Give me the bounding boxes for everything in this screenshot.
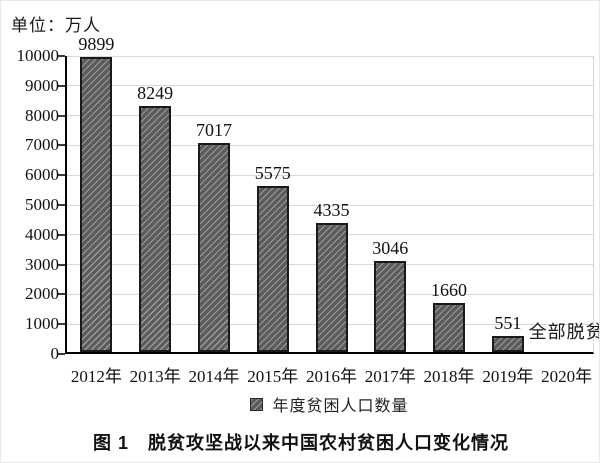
y-tick-mark [58, 204, 65, 206]
y-tick-mark [58, 174, 65, 177]
bar [256, 185, 289, 352]
x-tick-label: 2018年 [423, 367, 475, 386]
y-tick-label: 8000 [25, 105, 59, 125]
y-tick-label: 9000 [25, 75, 59, 95]
y-tick-label: 3000 [25, 254, 59, 274]
annotation-label: 全部脱贫 [528, 322, 600, 342]
x-tick-label: 2016年 [306, 367, 357, 386]
gridline [67, 144, 593, 146]
x-tick-label: 2014年 [188, 367, 240, 386]
y-tick-label: 4000 [25, 224, 59, 244]
y-tick-label: 7000 [25, 135, 59, 155]
y-tick-mark [58, 323, 65, 326]
legend-label: 年度贫困人口数量 [272, 398, 409, 415]
bar-value-label: 551 [494, 312, 522, 333]
unit-label: 单位：万人 [11, 16, 101, 35]
x-tick-label: 2019年 [482, 367, 534, 386]
y-tick-mark [58, 114, 65, 117]
y-tick-label: 10000 [16, 46, 60, 65]
legend-hatched-swatch-icon [250, 397, 264, 411]
bar [374, 261, 407, 352]
plot-area: 0 1000 2000 3000 4000 5000 6000 7000 8000 9000 100… [17, 35, 600, 386]
bar-value-label: 4335 [313, 199, 350, 220]
bar-value-label: 9899 [78, 34, 115, 55]
bar [491, 335, 524, 352]
bar-value-label: 8249 [137, 83, 174, 104]
bar-value-label: 1660 [431, 279, 468, 300]
x-tick-label: 2015年 [247, 367, 299, 386]
y-tick-mark [58, 233, 65, 236]
x-tick-label: 2012年 [70, 367, 122, 386]
y-tick-mark [58, 353, 65, 355]
y-tick-mark [58, 263, 65, 266]
bar [139, 106, 172, 352]
y-tick-label: 5000 [25, 195, 59, 214]
gridline [67, 115, 593, 117]
figure-caption: 图 1 脱贫攻坚战以来中国农村贫困人口变化情况 [92, 433, 509, 453]
bar [197, 142, 230, 352]
y-tick-mark [58, 55, 65, 57]
gridline [67, 204, 593, 206]
bar-value-label: 5575 [254, 162, 291, 183]
y-tick-mark [58, 84, 65, 87]
legend: 年度贫困人口数量 [65, 394, 594, 415]
bar [315, 222, 348, 352]
bar [80, 57, 113, 352]
y-tick-label: 2000 [25, 284, 59, 304]
gridline [67, 85, 593, 87]
x-tick-label: 2017年 [364, 367, 416, 386]
gridline [67, 55, 593, 57]
x-tick-label: 2013年 [129, 367, 181, 386]
y-tick-label: 0 [50, 344, 60, 363]
bar [433, 302, 466, 352]
gridline [67, 174, 593, 176]
y-tick-label: 6000 [25, 165, 59, 185]
bar-value-label: 3046 [372, 238, 409, 259]
y-tick-mark [58, 144, 65, 147]
y-tick-mark [58, 293, 65, 296]
bar-value-label: 7017 [195, 119, 232, 140]
x-tick-label: 2020年 [541, 367, 593, 386]
y-tick-label: 1000 [25, 314, 59, 334]
